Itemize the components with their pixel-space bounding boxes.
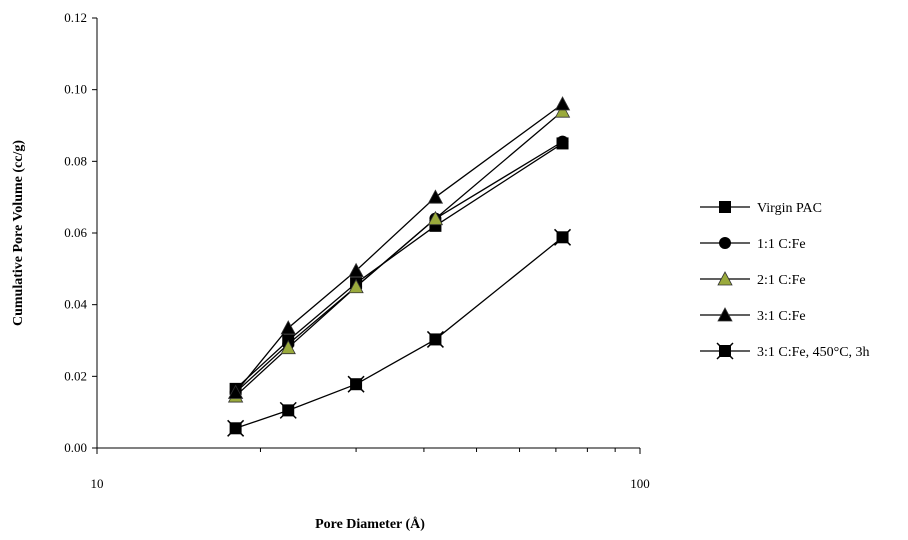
y-tick-label: 0.06 [64,225,87,240]
data-point [426,330,444,348]
series-markers [227,96,572,437]
y-tick-label: 0.00 [64,440,87,455]
legend-marker [717,271,733,286]
x-tick-label: 100 [630,476,650,491]
y-tick-label: 0.08 [64,153,87,168]
data-point [554,96,571,111]
data-point [556,135,569,148]
legend-label: 3:1 C:Fe [757,309,806,324]
legend-item: 2:1 C:Fe [700,271,806,288]
data-point [427,210,444,226]
data-point [348,278,364,294]
data-point [227,384,244,399]
legend-label: Virgin PAC [757,201,822,216]
legend-marker [717,307,733,322]
data-point [347,375,365,393]
data-point [227,419,245,437]
legend-marker [716,342,734,360]
data-point [554,228,572,246]
data-point [554,103,571,118]
y-axis-title: Cumulative Pore Volume (cc/g) [11,140,26,326]
legend-item: 3:1 C:Fe, 450°C, 3h [700,342,870,360]
ticks: 0.00 0.02 0.04 0.06 0.08 0.10 0.12 10 100 [64,10,650,491]
y-tick-label: 0.02 [64,368,87,383]
data-point [348,262,364,278]
data-point [279,401,297,419]
series-lines [235,103,563,429]
legend: Virgin PAC 1:1 C:Fe 2:1 C:Fe 3:1 C:Fe 3:1 C:… [700,201,870,360]
series-line-2 [235,141,563,393]
legend-marker [719,201,731,213]
legend-label: 2:1 C:Fe [757,273,806,288]
x-tick-label: 10 [91,476,104,491]
legend-label: 1:1 C:Fe [757,237,806,252]
y-tick-label: 0.04 [64,297,87,312]
legend-label: 3:1 C:Fe, 450°C, 3h [757,345,870,360]
y-tick-label: 0.12 [64,10,87,25]
data-point [280,320,296,335]
data-point [427,189,444,204]
legend-item: Virgin PAC [700,201,822,216]
legend-marker [719,237,731,249]
legend-item: 1:1 C:Fe [700,237,806,252]
x-axis-title: Pore Diameter (Å) [315,516,425,532]
y-tick-label: 0.10 [64,82,87,97]
legend-item: 3:1 C:Fe [700,307,806,324]
data-point [280,339,296,355]
